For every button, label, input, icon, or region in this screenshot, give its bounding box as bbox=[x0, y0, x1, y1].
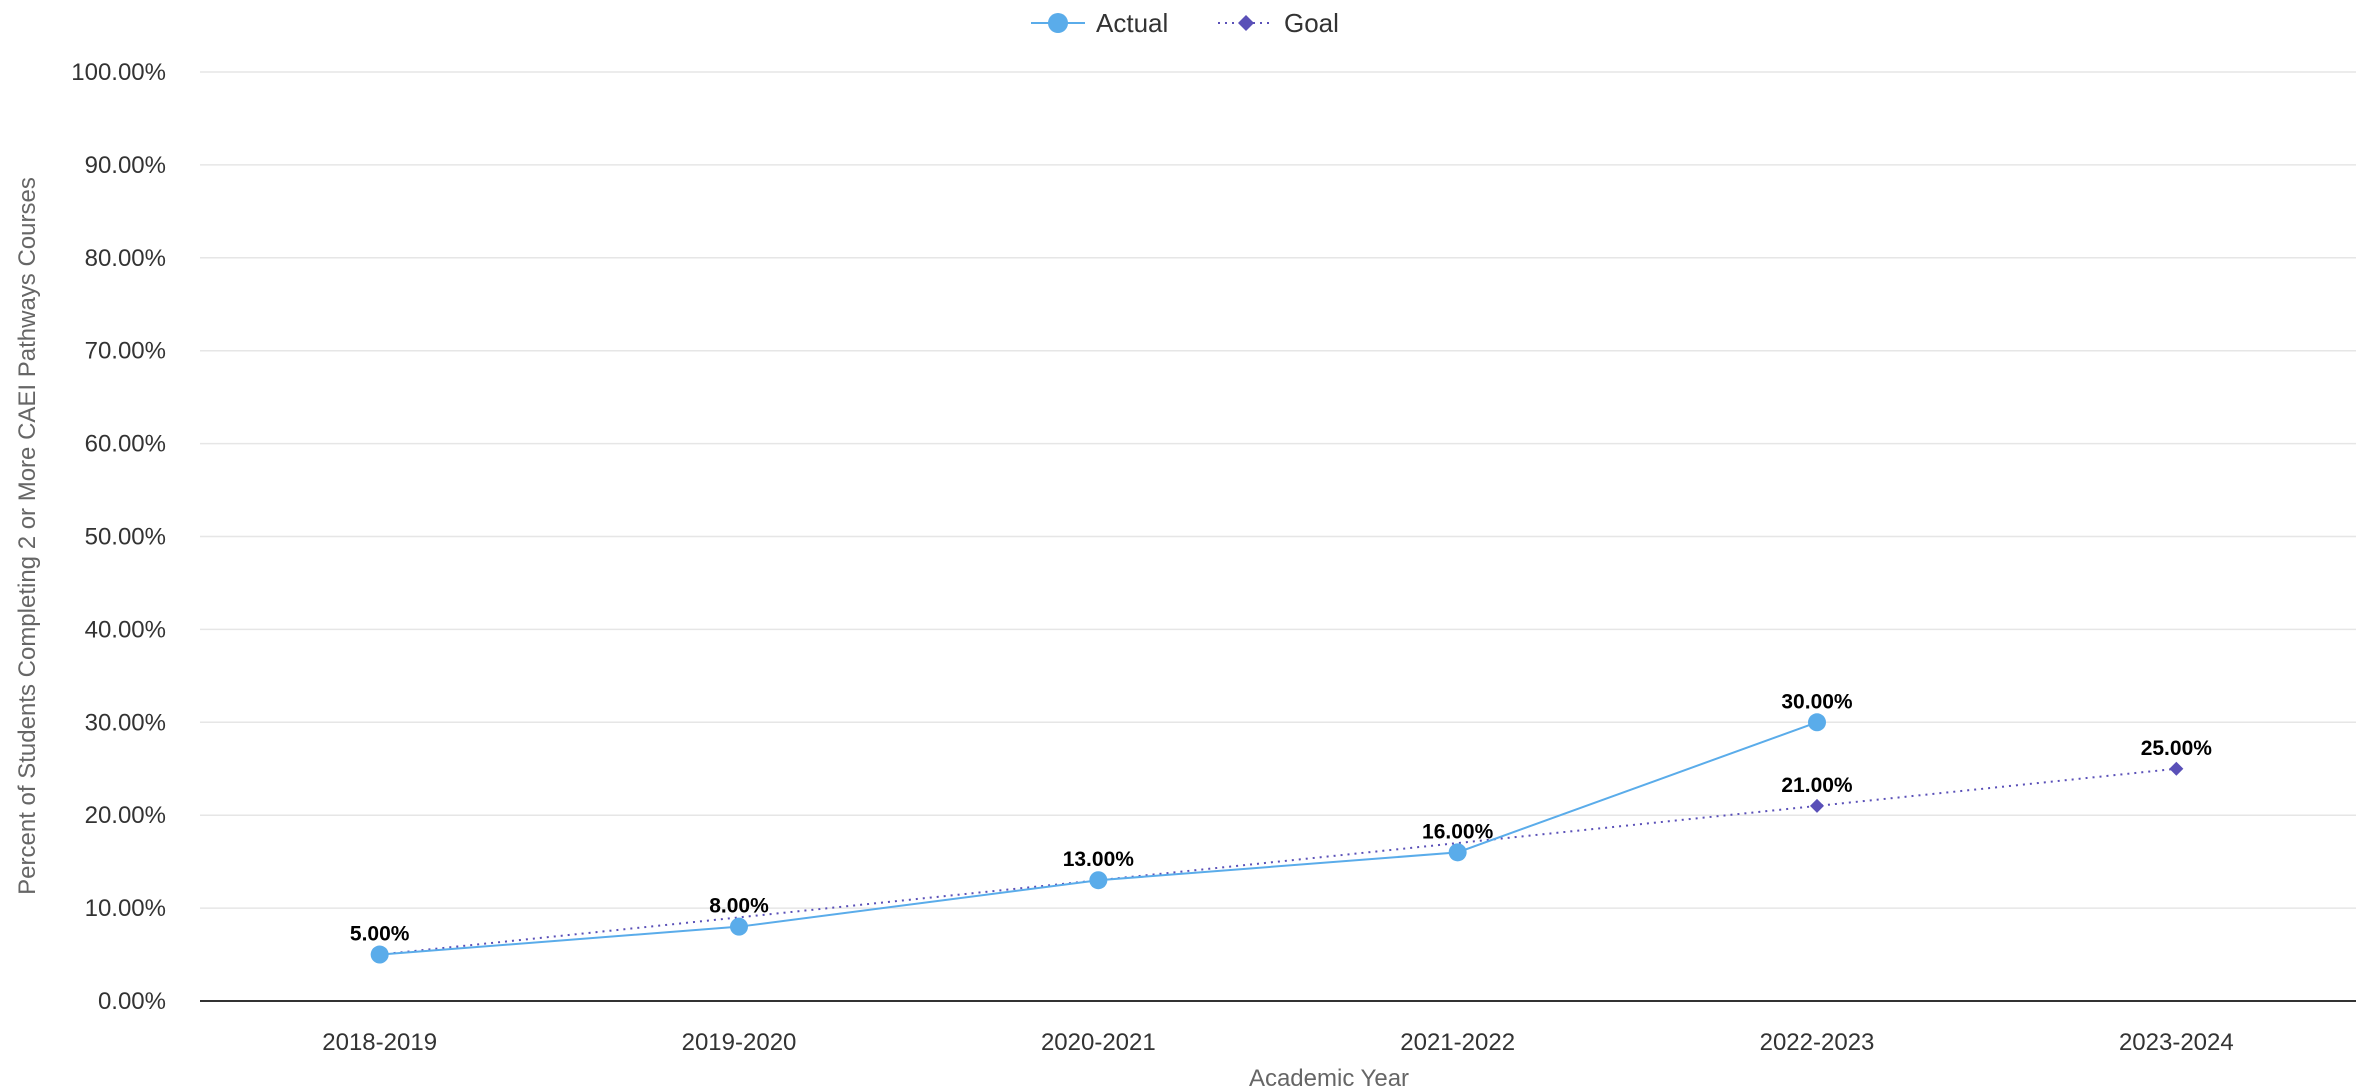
legend-label-actual[interactable]: Actual bbox=[1096, 8, 1168, 38]
y-tick-label: 40.00% bbox=[85, 616, 166, 643]
data-point-actual[interactable] bbox=[1448, 843, 1467, 862]
data-label-goal: 25.00% bbox=[2141, 737, 2213, 760]
y-tick-label: 50.00% bbox=[85, 524, 166, 551]
gridlines bbox=[200, 71, 2356, 909]
series bbox=[370, 713, 2184, 964]
data-label-actual: 13.00% bbox=[1063, 848, 1135, 871]
series-line-goal bbox=[379, 767, 2177, 956]
legend-marker-actual bbox=[1048, 13, 1068, 33]
data-point-actual[interactable] bbox=[1808, 713, 1826, 732]
legend-label-goal[interactable]: Goal bbox=[1284, 8, 1339, 38]
axes: 0.00% 10.00% 20.00% 30.00% 40.00% 50.00% 60.00… bbox=[71, 59, 2356, 1056]
y-tick-label: 10.00% bbox=[85, 895, 166, 922]
y-tick-label: 0.00% bbox=[98, 988, 166, 1015]
legend: Actual Goal bbox=[1031, 8, 1339, 38]
y-tick-label: 100.00% bbox=[71, 59, 166, 86]
y-tick-label: 20.00% bbox=[85, 802, 166, 829]
data-point-actual[interactable] bbox=[370, 945, 389, 964]
x-tick-label: 2020-2021 bbox=[1041, 1029, 1156, 1056]
legend-marker-goal bbox=[1238, 15, 1254, 31]
data-point-goal[interactable] bbox=[2169, 761, 2184, 776]
y-tick-label: 70.00% bbox=[85, 338, 166, 365]
data-point-actual[interactable] bbox=[730, 917, 748, 936]
data-label-actual: 8.00% bbox=[709, 895, 769, 918]
y-axis-title: Percent of Students Completing 2 or More… bbox=[14, 177, 41, 895]
data-point-goal[interactable] bbox=[1810, 798, 1824, 813]
y-tick-label: 30.00% bbox=[85, 709, 166, 736]
data-point-actual[interactable] bbox=[1089, 871, 1108, 890]
x-tick-label: 2021-2022 bbox=[1400, 1029, 1515, 1056]
x-axis-title: Academic Year bbox=[1249, 1065, 1409, 1090]
series-line-actual bbox=[379, 721, 1818, 956]
x-tick-label: 2023-2024 bbox=[2119, 1029, 2234, 1056]
data-label-actual: 30.00% bbox=[1781, 690, 1853, 713]
y-tick-label: 90.00% bbox=[85, 152, 166, 179]
x-tick-label: 2019-2020 bbox=[682, 1029, 797, 1056]
x-tick-label: 2018-2019 bbox=[322, 1029, 437, 1056]
y-tick-label: 80.00% bbox=[85, 245, 166, 272]
data-label-actual: 16.00% bbox=[1422, 820, 1494, 843]
data-label-actual: 5.00% bbox=[350, 923, 410, 946]
data-label-goal: 21.00% bbox=[1781, 774, 1853, 797]
y-tick-label: 60.00% bbox=[85, 431, 166, 458]
x-tick-label: 2022-2023 bbox=[1760, 1029, 1875, 1056]
data-labels: 5.00% 8.00% 13.00% 16.00% 30.00% 21.00% 25.00% bbox=[350, 690, 2212, 945]
